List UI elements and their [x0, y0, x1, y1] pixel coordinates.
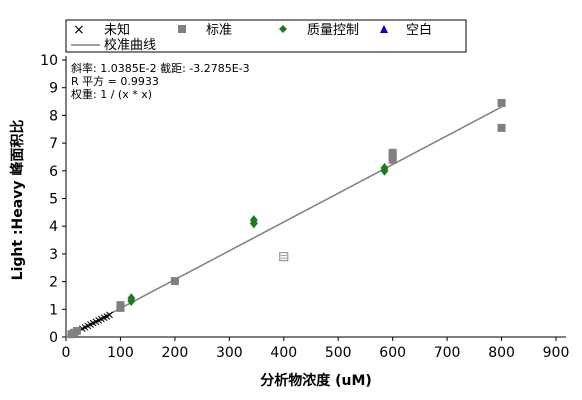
calibration-curve-layer [65, 106, 502, 338]
standard-point [72, 326, 81, 335]
y-tick-label: 0 [49, 330, 58, 346]
annotation-slope: 斜率: 1.0385E-2 截距: -3.2785E-3 [71, 61, 250, 75]
x-axis-title: 分析物浓度 (uM) [260, 372, 372, 389]
x-tick-label: 200 [162, 345, 189, 361]
y-tick-label: 3 [49, 247, 58, 263]
legend-box [65, 19, 467, 53]
legend: × 未知 标准 质量控制 空白 校准曲线 [65, 19, 467, 53]
standard-point [170, 277, 179, 286]
y-tick-label: 1 [49, 302, 58, 318]
data-points-layer [67, 98, 506, 339]
y-tick-label: 5 [49, 192, 58, 208]
legend-item-qc: 质量控制 [279, 23, 359, 38]
y-tick-label: 8 [49, 108, 58, 124]
x-tick-label: 300 [216, 345, 243, 361]
x-tick-label: 100 [107, 345, 134, 361]
legend-qc-marker [279, 25, 287, 33]
legend-item-standard: 标准 [178, 23, 232, 38]
qc-point [249, 215, 258, 226]
x-tick-label: 600 [379, 345, 406, 361]
standard-point [388, 148, 397, 157]
y-tick-label: 7 [49, 136, 58, 152]
legend-item-blank: 空白 [380, 22, 432, 38]
legend-blank-label: 空白 [406, 22, 432, 38]
y-tick-label: 4 [49, 219, 58, 235]
legend-curve-label: 校准曲线 [104, 37, 156, 53]
x-tick-label: 400 [270, 345, 297, 361]
standard-point [116, 301, 125, 310]
standard-point [388, 155, 397, 164]
legend-standard-label: 标准 [206, 23, 232, 38]
legend-item-curve: 校准曲线 [71, 37, 156, 53]
legend-item-unknown: × 未知 [73, 22, 130, 38]
standard-point [497, 123, 506, 132]
y-tick-label: 9 [49, 81, 58, 97]
calibration-curve [65, 106, 502, 338]
unknown-point [106, 311, 113, 319]
y-tick-label: 6 [49, 164, 58, 180]
annotation-weight: 权重: 1 / (x * x) [71, 87, 152, 101]
annotation-r2: R 平方 = 0.9933 [71, 74, 159, 88]
legend-unknown-label: 未知 [104, 22, 130, 38]
x-ticks: 0 100 200 300 400 500 600 700 800 900 [62, 337, 570, 361]
legend-unknown-marker: × [73, 22, 85, 38]
excluded-standard-point [279, 252, 289, 262]
plot-area: 0 1 2 3 4 5 6 7 8 9 10 0 100 200 300 400 500 600 700 800 90… [40, 53, 569, 361]
regression-annotation: 斜率: 1.0385E-2 截距: -3.2785E-3 R 平方 = 0.99… [71, 61, 250, 101]
y-ticks: 0 1 2 3 4 5 6 7 8 9 10 [40, 53, 66, 346]
x-tick-label: 0 [62, 345, 71, 361]
x-tick-label: 500 [325, 345, 352, 361]
legend-standard-marker [178, 25, 186, 33]
y-axis-title: Light :Heavy 峰面积比 [9, 120, 26, 281]
qc-point [380, 163, 389, 174]
legend-qc-label: 质量控制 [307, 23, 359, 38]
y-tick-label: 2 [49, 275, 58, 291]
standard-point [497, 98, 506, 107]
qc-point [127, 293, 136, 304]
y-tick-label: 10 [40, 53, 58, 69]
x-tick-label: 900 [543, 345, 570, 361]
legend-blank-marker [380, 25, 388, 33]
x-tick-label: 700 [434, 345, 461, 361]
x-tick-label: 800 [488, 345, 515, 361]
